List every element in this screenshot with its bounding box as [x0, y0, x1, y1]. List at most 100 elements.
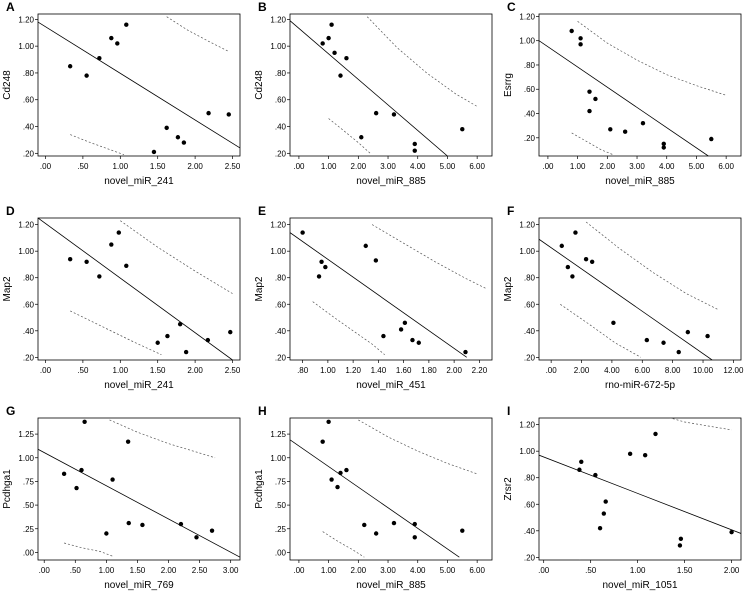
data-point — [115, 41, 120, 46]
ci-lower-line — [560, 304, 641, 358]
x-tick-label: .50 — [77, 366, 89, 375]
data-point — [332, 50, 337, 56]
x-tick-label: 2.20 — [472, 366, 488, 375]
x-tick-label: 8.00 — [665, 366, 681, 375]
data-point — [601, 511, 607, 516]
x-tick-label: .00 — [546, 366, 558, 375]
y-tick-label: .20 — [23, 353, 35, 362]
y-tick-label: .50 — [23, 501, 35, 510]
y-tick-label: .40 — [275, 123, 287, 132]
data-point — [175, 135, 181, 140]
y-tick-label: .20 — [275, 149, 287, 158]
data-point — [183, 349, 189, 355]
data-point — [587, 108, 592, 114]
data-point — [79, 467, 84, 473]
data-point — [381, 333, 386, 339]
y-tick-label: .60 — [23, 300, 35, 309]
plot-frame — [37, 13, 241, 157]
y-tick-label: .25 — [23, 525, 35, 534]
data-point — [363, 243, 368, 249]
x-tick-label: 3.00 — [629, 162, 645, 171]
data-point — [570, 274, 575, 279]
y-axis-label: Map2 — [503, 276, 514, 301]
y-tick-label: .40 — [524, 110, 536, 119]
y-tick-label: .50 — [275, 501, 287, 510]
ci-lower-line — [312, 301, 385, 355]
x-tick-label: 1.40 — [371, 366, 387, 375]
regression-line — [539, 40, 709, 156]
data-point — [460, 528, 465, 533]
data-point — [589, 259, 595, 264]
data-point — [373, 258, 379, 263]
regression-line — [38, 448, 240, 558]
data-point — [109, 35, 114, 41]
plot-frame — [289, 217, 493, 361]
x-tick-label: .00 — [542, 162, 554, 171]
y-tick-label: 1.00 — [519, 447, 535, 456]
x-axis-label: novel_miR_1051 — [602, 580, 677, 591]
x-axis-label: novel_miR_769 — [104, 580, 174, 591]
x-tick-label: 2.00 — [724, 566, 740, 575]
regression-line — [38, 218, 233, 360]
data-point — [67, 64, 73, 69]
data-point — [84, 73, 89, 78]
fit-lines — [290, 224, 486, 358]
y-tick-label: 1.20 — [519, 12, 535, 21]
x-tick-label: 2.00 — [351, 566, 367, 575]
data-point — [116, 230, 122, 235]
y-tick-label: 1.00 — [18, 247, 34, 256]
panel-I: I .00 .50 1.00 1.50 2.00 .20 .40 .60 .80 1.00 1.20 n… — [503, 404, 742, 591]
y-axis-label: Cd248 — [2, 70, 13, 100]
data-point — [460, 127, 465, 132]
x-tick-label: 2.00 — [600, 162, 616, 171]
data-point — [151, 149, 157, 155]
x-tick-label: 2.00 — [574, 366, 590, 375]
data-point — [104, 531, 109, 536]
x-tick-label: 1.00 — [99, 566, 115, 575]
x-tick-label: 2.00 — [187, 162, 203, 171]
data-point — [140, 522, 145, 528]
x-tick-label: 1.00 — [321, 162, 337, 171]
data-point — [410, 337, 415, 343]
data-point — [335, 484, 340, 490]
data-point — [603, 499, 608, 504]
data-point — [125, 439, 131, 444]
data-point — [178, 521, 184, 527]
y-tick-label: .40 — [23, 123, 35, 132]
y-tick-label: 1.20 — [270, 221, 286, 230]
x-tick-label: 2.00 — [351, 162, 367, 171]
y-tick-label: .20 — [524, 134, 536, 143]
regression-line — [38, 21, 240, 149]
data-point — [661, 340, 666, 345]
panel-letter: I — [507, 404, 510, 418]
data-point — [373, 110, 379, 116]
fit-lines — [38, 16, 240, 156]
y-tick-label: .60 — [524, 85, 536, 94]
ci-lower-line — [322, 531, 365, 558]
data-point — [578, 42, 583, 47]
data-point — [597, 525, 603, 531]
x-tick-label: 1.00 — [113, 162, 129, 171]
data-point — [74, 485, 79, 491]
y-tick-label: .40 — [275, 327, 287, 336]
y-tick-label: .40 — [524, 527, 536, 536]
data-point — [412, 521, 417, 527]
data-point — [84, 259, 89, 264]
y-tick-label: .75 — [275, 477, 287, 486]
fit-lines — [290, 16, 478, 156]
data-point — [676, 349, 681, 355]
data-point — [608, 127, 613, 132]
x-tick-label: .50 — [70, 566, 82, 575]
x-tick-label: 6.00 — [718, 162, 734, 171]
panel-letter: B — [258, 0, 267, 14]
ci-lower-line — [70, 134, 125, 156]
fit-lines — [290, 419, 478, 558]
plot-frame — [289, 13, 493, 157]
data-point — [577, 467, 582, 472]
data-point — [705, 333, 710, 339]
y-tick-label: .75 — [23, 477, 35, 486]
x-tick-label: .00 — [40, 162, 52, 171]
y-tick-label: .60 — [524, 500, 536, 509]
y-tick-label: .40 — [524, 327, 536, 336]
y-tick-label: 1.00 — [519, 247, 535, 256]
